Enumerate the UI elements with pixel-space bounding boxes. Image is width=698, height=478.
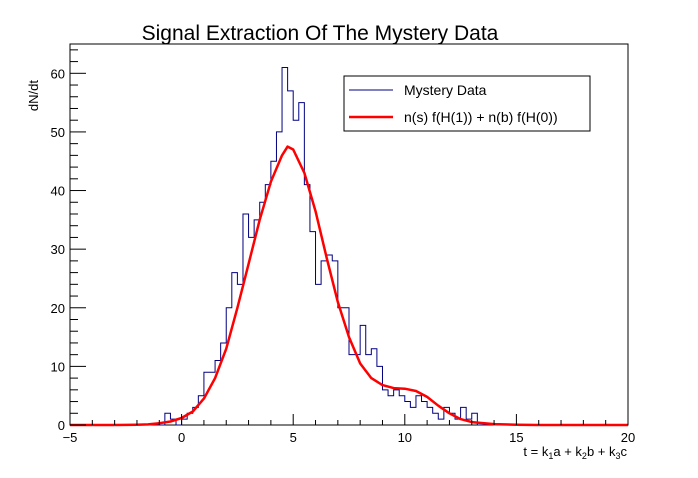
histogram-bin — [360, 325, 366, 425]
histogram-bin — [271, 161, 277, 425]
histogram-bin — [410, 407, 416, 425]
x-tick-label: 15 — [509, 430, 523, 445]
y-tick-label: 60 — [51, 66, 65, 81]
legend-label-fit: n(s) f(H(1)) + n(b) f(H(0)) — [404, 109, 558, 125]
histogram-bin — [394, 390, 400, 425]
histogram-bin — [254, 220, 260, 425]
histogram-bin — [461, 407, 467, 425]
histogram-outline — [70, 66, 628, 426]
fit-layer — [70, 145, 628, 427]
histogram-bin — [433, 413, 439, 425]
x-axis-label-part: c — [621, 444, 628, 459]
y-tick-label: 10 — [51, 359, 65, 374]
x-axis-label-subscript: 2 — [582, 451, 587, 461]
histogram-bin — [366, 355, 372, 425]
x-tick-label: 20 — [621, 430, 635, 445]
histogram-bin — [321, 261, 327, 425]
x-axis-label-part: a + k — [553, 444, 582, 459]
x-tick-label: 10 — [398, 430, 412, 445]
plot-frame — [69, 43, 629, 426]
x-tick-label: −5 — [63, 430, 78, 445]
histogram-bin — [260, 202, 266, 425]
histogram-bin — [243, 214, 249, 425]
histogram-bin — [377, 366, 383, 425]
x-tick-label: 0 — [178, 430, 185, 445]
legend-box — [343, 75, 591, 132]
x-axis-label: t = k1a + k2b + k3c — [523, 444, 627, 461]
histogram-bin — [338, 308, 344, 425]
histogram-bin — [438, 419, 444, 425]
histogram-bin — [355, 355, 361, 425]
histogram-bin — [288, 91, 294, 425]
x-axis-label-part: t = k — [523, 444, 548, 459]
x-axis-label-subscript: 1 — [548, 451, 553, 461]
histogram-bin — [416, 396, 422, 425]
histogram-bin — [382, 390, 388, 425]
histogram-bin — [427, 407, 433, 425]
fit-curve — [70, 145, 628, 427]
y-tick-label: 40 — [51, 184, 65, 199]
histogram-bin — [371, 349, 377, 425]
histogram-layer — [70, 66, 628, 426]
legend: Mystery Data n(s) f(H(1)) + n(b) f(H(0)) — [343, 75, 591, 132]
histogram-bin — [405, 402, 411, 425]
legend-label-mystery-data: Mystery Data — [404, 82, 487, 98]
histogram-bin — [422, 402, 428, 425]
x-axis-label-part: b + k — [587, 444, 616, 459]
histogram-bin — [232, 273, 238, 425]
histogram-bin — [265, 185, 271, 425]
histogram-bin — [226, 308, 232, 425]
x-axis-label-subscript: 3 — [615, 451, 620, 461]
histogram-bin — [349, 355, 355, 425]
histogram-bin — [299, 103, 305, 425]
y-tick-label: 20 — [51, 301, 65, 316]
chart-title: Signal Extraction Of The Mystery Data — [142, 22, 499, 45]
y-tick-label: 50 — [51, 125, 65, 140]
histogram-bin — [276, 132, 282, 425]
y-tick-label: 30 — [51, 242, 65, 257]
histogram-bin — [316, 284, 322, 425]
histogram-bin — [310, 232, 316, 425]
histogram-bin — [293, 120, 299, 425]
histogram-bin — [388, 396, 394, 425]
histogram-bin — [304, 185, 310, 425]
x-tick-label: 5 — [290, 430, 297, 445]
histogram-bin — [399, 396, 405, 425]
histogram-bin — [282, 67, 288, 425]
histogram-bin — [182, 419, 188, 425]
y-tick-label: 0 — [58, 418, 65, 433]
y-axis-label: dN/dt — [26, 80, 41, 111]
